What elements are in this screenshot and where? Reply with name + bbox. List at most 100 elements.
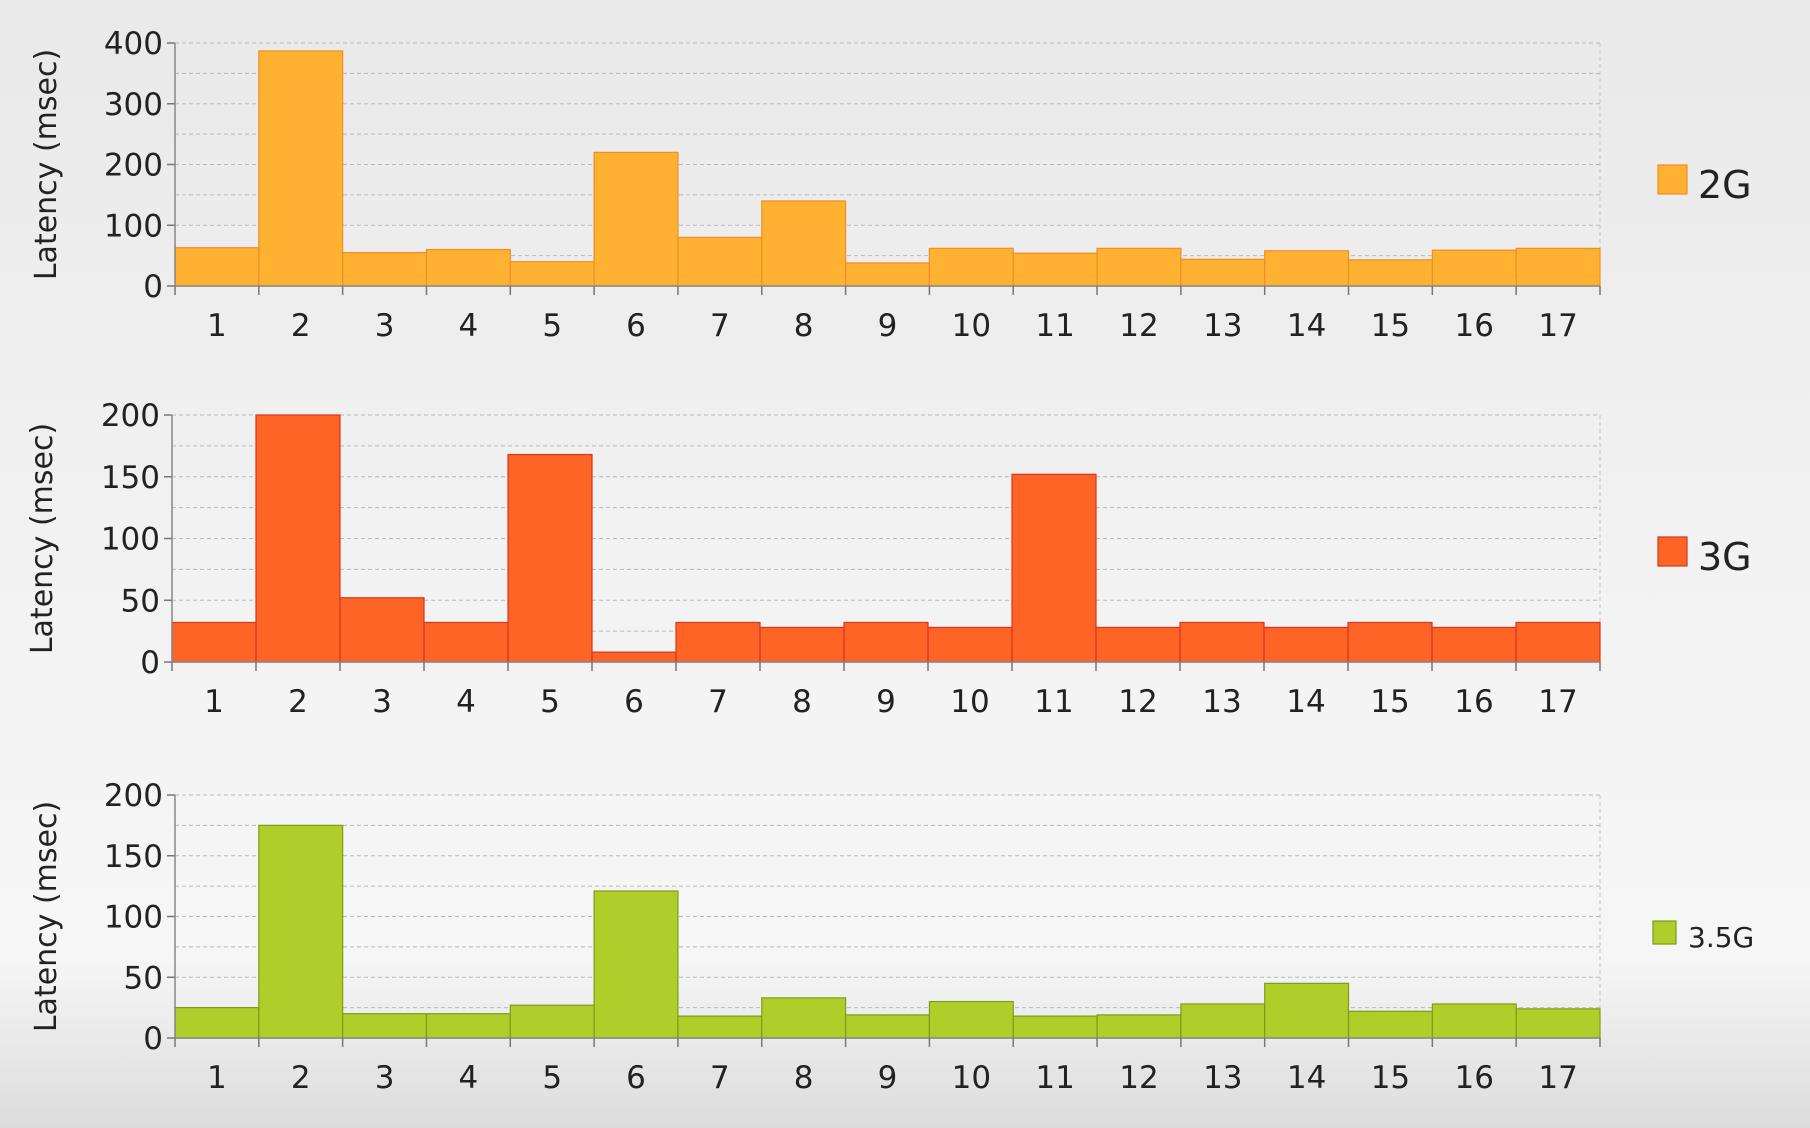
bar-8 (759, 626, 845, 663)
y-axis-title: Latency (msec) (25, 423, 60, 654)
x-tick-label: 3 (372, 684, 392, 720)
y-axis-title: Latency (msec) (29, 49, 64, 280)
bar-10 (927, 626, 1013, 663)
legend-swatch (1657, 536, 1688, 567)
bar-5 (509, 1004, 595, 1039)
bar-3 (339, 597, 425, 663)
x-tick-label: 16 (1455, 1060, 1494, 1096)
x-tick-label: 6 (626, 308, 646, 344)
y-tick-label: 100 (104, 900, 163, 936)
bar-6 (593, 890, 679, 1039)
bar-3 (342, 251, 428, 287)
y-tick-label: 400 (104, 26, 163, 62)
x-tick-label: 17 (1538, 684, 1577, 720)
x-tick-label: 8 (794, 1060, 814, 1096)
legend-label: 3G (1698, 535, 1752, 579)
x-tick-label: 17 (1538, 1060, 1577, 1096)
y-tick-label: 150 (104, 839, 163, 875)
bar-4 (423, 621, 509, 663)
y-axis-title: Latency (msec) (29, 801, 64, 1032)
legend: 3G (1657, 535, 1752, 579)
bar-7 (677, 1015, 763, 1039)
x-tick-label: 3 (375, 308, 395, 344)
legend: 3.5G (1652, 920, 1754, 954)
bar-4 (425, 1013, 511, 1039)
bar-12 (1096, 1014, 1182, 1039)
x-tick-label: 14 (1287, 308, 1326, 344)
bar-12 (1095, 626, 1181, 663)
x-tick-label: 10 (952, 1060, 991, 1096)
legend-swatch (1657, 164, 1688, 195)
bar-17 (1515, 621, 1601, 663)
x-tick-label: 14 (1287, 1060, 1326, 1096)
bar-16 (1431, 249, 1517, 287)
y-tick-label: 0 (140, 645, 160, 681)
y-tick-label: 200 (104, 148, 163, 184)
bar-7 (675, 621, 761, 663)
x-tick-label: 14 (1286, 684, 1325, 720)
x-tick-label: 8 (794, 308, 814, 344)
y-tick-label: 0 (143, 269, 163, 305)
x-tick-label: 9 (878, 1060, 898, 1096)
x-tick-label: 12 (1119, 308, 1158, 344)
bar-14 (1264, 982, 1350, 1039)
x-tick-label: 6 (626, 1060, 646, 1096)
x-tick-label: 15 (1370, 684, 1409, 720)
x-tick-label: 1 (207, 308, 227, 344)
x-tick-label: 5 (540, 684, 560, 720)
bar-15 (1347, 259, 1433, 287)
x-tick-label: 4 (459, 308, 479, 344)
x-tick-label: 12 (1119, 1060, 1158, 1096)
bar-2 (258, 50, 344, 287)
x-tick-label: 16 (1454, 684, 1493, 720)
bar-6 (591, 651, 677, 663)
y-tick-label: 300 (104, 87, 163, 123)
x-tick-label: 8 (792, 684, 812, 720)
bar-1 (174, 247, 260, 287)
x-tick-label: 13 (1202, 684, 1241, 720)
x-tick-label: 2 (291, 1060, 311, 1096)
bar-3 (342, 1013, 428, 1039)
x-tick-label: 5 (542, 308, 562, 344)
x-tick-label: 1 (204, 684, 224, 720)
y-tick-label: 50 (124, 960, 163, 996)
x-tick-label: 3 (375, 1060, 395, 1096)
x-tick-label: 12 (1118, 684, 1157, 720)
x-tick-label: 11 (1034, 684, 1073, 720)
bar-7 (677, 236, 763, 287)
bar-11 (1011, 473, 1097, 663)
x-tick-label: 10 (952, 308, 991, 344)
x-tick-label: 2 (288, 684, 308, 720)
bar-16 (1431, 1003, 1517, 1039)
x-tick-label: 4 (459, 1060, 479, 1096)
x-tick-label: 15 (1371, 308, 1410, 344)
legend: 2G (1657, 163, 1752, 207)
bar-13 (1180, 258, 1266, 287)
x-tick-label: 13 (1203, 308, 1242, 344)
bar-5 (509, 261, 595, 287)
bar-6 (593, 151, 679, 287)
bar-8 (761, 997, 847, 1039)
bar-8 (761, 200, 847, 287)
bar-11 (1012, 1015, 1098, 1039)
x-tick-label: 15 (1371, 1060, 1410, 1096)
x-tick-label: 6 (624, 684, 644, 720)
y-tick-label: 150 (101, 460, 160, 496)
bar-17 (1515, 1008, 1601, 1039)
bar-2 (255, 414, 341, 663)
y-tick-label: 0 (143, 1021, 163, 1057)
legend-swatch (1652, 920, 1677, 945)
bar-13 (1180, 1003, 1266, 1039)
bar-12 (1096, 247, 1182, 287)
x-tick-label: 17 (1538, 308, 1577, 344)
bar-14 (1263, 626, 1349, 663)
bar-11 (1012, 252, 1098, 287)
y-tick-label: 200 (101, 398, 160, 434)
x-tick-label: 7 (708, 684, 728, 720)
y-tick-label: 50 (121, 583, 160, 619)
bar-1 (174, 1007, 260, 1039)
bar-9 (844, 262, 931, 287)
